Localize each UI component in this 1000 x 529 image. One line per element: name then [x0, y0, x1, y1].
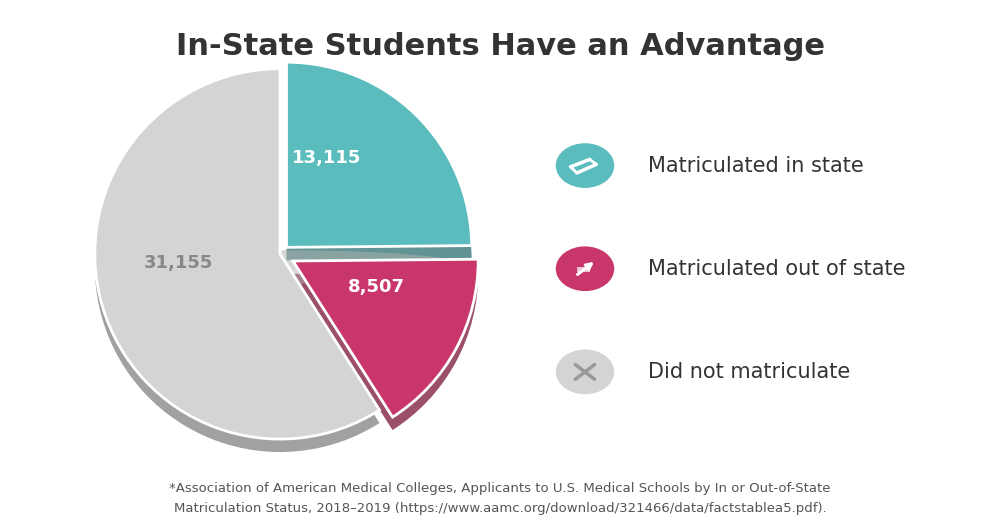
- Circle shape: [556, 350, 614, 394]
- Wedge shape: [293, 272, 478, 430]
- Text: 13,115: 13,115: [292, 149, 361, 167]
- Circle shape: [556, 247, 614, 291]
- FancyBboxPatch shape: [577, 267, 590, 272]
- Text: Did not matriculate: Did not matriculate: [648, 362, 850, 382]
- Wedge shape: [95, 81, 380, 452]
- Text: *Association of American Medical Colleges, Applicants to U.S. Medical Schools by: *Association of American Medical College…: [169, 482, 831, 515]
- Wedge shape: [293, 259, 478, 417]
- Wedge shape: [287, 75, 472, 260]
- Text: Matriculated out of state: Matriculated out of state: [648, 259, 906, 279]
- Text: In-State Students Have an Advantage: In-State Students Have an Advantage: [176, 32, 824, 61]
- Wedge shape: [95, 69, 380, 439]
- Circle shape: [556, 143, 614, 188]
- Wedge shape: [287, 62, 472, 248]
- Text: 31,155: 31,155: [143, 254, 213, 272]
- Text: Matriculated in state: Matriculated in state: [648, 156, 864, 176]
- Text: 8,507: 8,507: [348, 278, 405, 296]
- Ellipse shape: [100, 250, 471, 284]
